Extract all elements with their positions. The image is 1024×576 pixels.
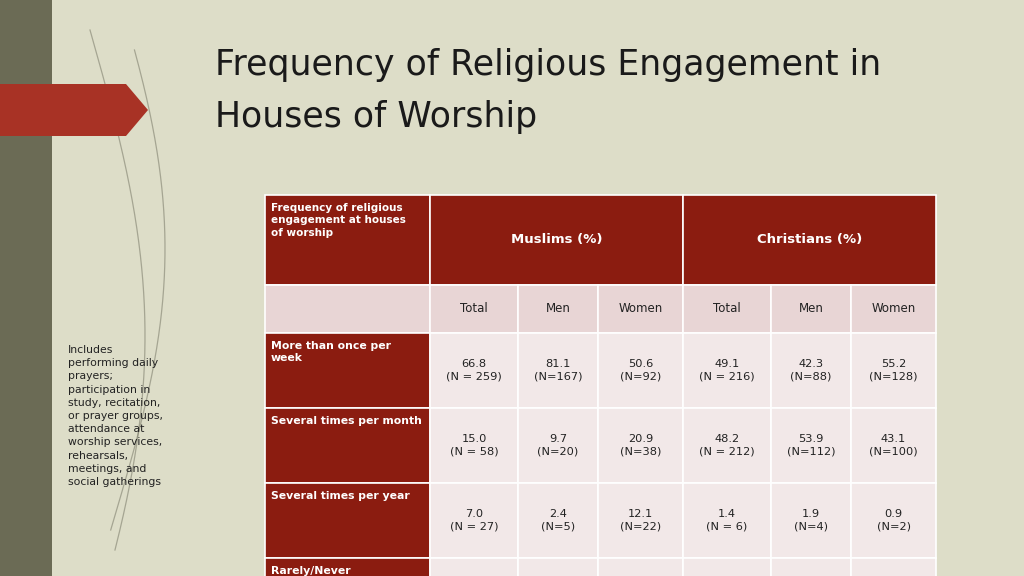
Bar	[851, 285, 936, 333]
Bar	[683, 333, 771, 408]
Bar	[771, 558, 851, 576]
Bar	[265, 285, 430, 333]
Bar	[851, 558, 936, 576]
Bar	[430, 195, 683, 285]
Text: 2.4
(N=5): 2.4 (N=5)	[541, 509, 575, 532]
Bar	[265, 408, 430, 483]
Text: Men: Men	[799, 302, 823, 316]
Text: More than once per
week: More than once per week	[271, 341, 391, 363]
Bar	[0, 0, 52, 576]
Bar	[851, 333, 936, 408]
Bar	[518, 558, 598, 576]
Text: 20.9
(N=38): 20.9 (N=38)	[620, 434, 662, 457]
Bar	[518, 285, 598, 333]
Bar	[683, 483, 771, 558]
Bar	[598, 333, 683, 408]
Polygon shape	[0, 84, 148, 136]
Text: 42.3
(N=88): 42.3 (N=88)	[791, 359, 831, 382]
Text: Total: Total	[713, 302, 741, 316]
Text: Muslims (%): Muslims (%)	[511, 233, 602, 247]
Text: 48.2
(N = 212): 48.2 (N = 212)	[699, 434, 755, 457]
Bar	[430, 483, 518, 558]
Bar	[683, 558, 771, 576]
Text: Houses of Worship: Houses of Worship	[215, 100, 538, 134]
Bar	[265, 483, 430, 558]
Bar	[430, 408, 518, 483]
Text: Includes
performing daily
prayers;
participation in
study, recitation,
or prayer: Includes performing daily prayers; parti…	[68, 345, 163, 487]
Bar	[598, 558, 683, 576]
Text: 1.4
(N = 6): 1.4 (N = 6)	[707, 509, 748, 532]
Bar	[683, 408, 771, 483]
Bar	[518, 483, 598, 558]
Text: 81.1
(N=167): 81.1 (N=167)	[534, 359, 583, 382]
Bar	[265, 558, 430, 576]
Text: 43.1
(N=100): 43.1 (N=100)	[869, 434, 918, 457]
Text: 1.9
(N=4): 1.9 (N=4)	[794, 509, 828, 532]
Bar	[430, 285, 518, 333]
Bar	[265, 333, 430, 408]
Bar	[683, 195, 936, 285]
Text: 7.0
(N = 27): 7.0 (N = 27)	[450, 509, 499, 532]
Bar	[518, 408, 598, 483]
Bar	[771, 285, 851, 333]
Bar	[518, 333, 598, 408]
Bar	[851, 408, 936, 483]
Text: 55.2
(N=128): 55.2 (N=128)	[869, 359, 918, 382]
Text: Women: Women	[618, 302, 663, 316]
Text: Women: Women	[871, 302, 915, 316]
Bar	[598, 285, 683, 333]
Text: 66.8
(N = 259): 66.8 (N = 259)	[446, 359, 502, 382]
Text: 9.7
(N=20): 9.7 (N=20)	[538, 434, 579, 457]
Text: 0.9
(N=2): 0.9 (N=2)	[877, 509, 910, 532]
Bar	[771, 408, 851, 483]
Text: Frequency of religious
engagement at houses
of worship: Frequency of religious engagement at hou…	[271, 203, 406, 238]
Text: 12.1
(N=22): 12.1 (N=22)	[620, 509, 662, 532]
Text: 50.6
(N=92): 50.6 (N=92)	[620, 359, 662, 382]
Bar	[430, 333, 518, 408]
Bar	[771, 333, 851, 408]
Text: Christians (%): Christians (%)	[757, 233, 862, 247]
Text: Men: Men	[546, 302, 570, 316]
Text: Several times per year: Several times per year	[271, 491, 410, 501]
Text: 15.0
(N = 58): 15.0 (N = 58)	[450, 434, 499, 457]
Text: 53.9
(N=112): 53.9 (N=112)	[786, 434, 836, 457]
Bar	[430, 558, 518, 576]
Text: Rarely/Never: Rarely/Never	[271, 566, 350, 576]
Bar	[771, 483, 851, 558]
Text: Total: Total	[460, 302, 487, 316]
Bar	[683, 285, 771, 333]
Text: 49.1
(N = 216): 49.1 (N = 216)	[699, 359, 755, 382]
Text: Several times per month: Several times per month	[271, 416, 422, 426]
Bar	[851, 483, 936, 558]
Bar	[598, 483, 683, 558]
Bar	[265, 195, 430, 285]
Bar	[598, 408, 683, 483]
Text: Frequency of Religious Engagement in: Frequency of Religious Engagement in	[215, 48, 882, 82]
